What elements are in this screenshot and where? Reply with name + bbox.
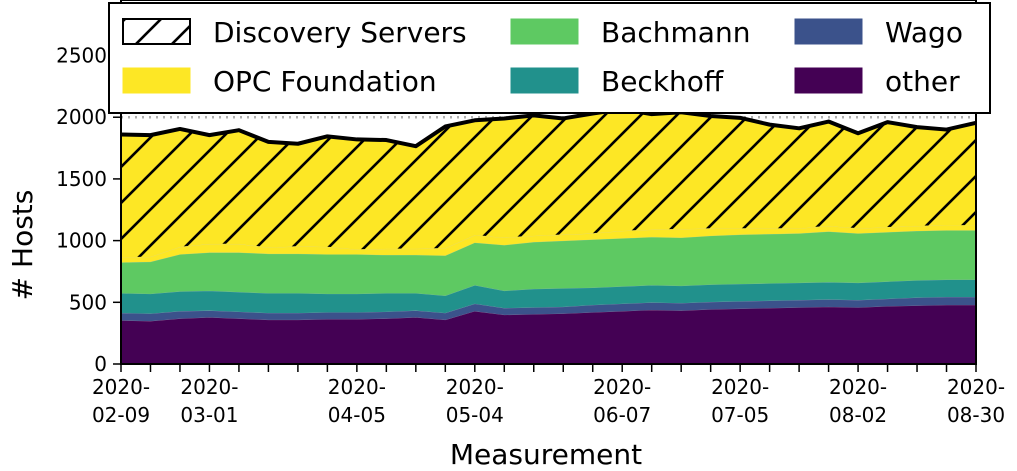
legend-label-beckhoff: Beckhoff [601, 65, 724, 98]
x-tick-label: 02-09 [92, 403, 150, 427]
legend-label-wago: Wago [885, 16, 963, 49]
x-tick-label: 2020- [711, 375, 769, 399]
legend-swatch-opc-foundation [122, 67, 191, 94]
legend-swatch-hatch [123, 19, 190, 44]
x-axis-title: Measurement [450, 438, 642, 471]
y-tick-label: 1500 [56, 167, 107, 191]
x-tick-label: 2020- [328, 375, 386, 399]
legend-swatch-other [794, 67, 863, 94]
area-hatch-discovery-servers [121, 109, 976, 258]
x-tick-label: 2020- [446, 375, 504, 399]
x-tick-label: 2020- [92, 375, 150, 399]
x-tick-label: 05-04 [446, 403, 504, 427]
legend-swatch-wago [794, 18, 863, 45]
total-hosts-line [120, 107, 977, 149]
legend-label-discovery-servers: Discovery Servers [213, 16, 467, 49]
plot-frame [120, 0, 977, 365]
x-tick-label: 08-30 [947, 403, 1005, 427]
x-tick-label: 2020- [593, 375, 651, 399]
legend-swatch-bachmann [510, 18, 579, 45]
legend-swatch-beckhoff [510, 67, 579, 94]
y-tick-label: 500 [69, 290, 107, 314]
legend-label-other: other [885, 65, 960, 98]
x-axis: 2020- 02-09 2020- 03-01 2020- 04-05 2020- 05-04… [92, 364, 1005, 427]
y-axis-title: # Hosts [6, 190, 39, 301]
y-tick-label: 2500 [56, 44, 107, 68]
x-tick-label: 04-05 [328, 403, 386, 427]
x-tick-label: 08-02 [829, 403, 887, 427]
x-tick-label: 03-01 [180, 403, 238, 427]
area-layers [120, 108, 977, 364]
x-tick-label: 07-05 [711, 403, 769, 427]
y-tick-label: 1000 [56, 229, 107, 253]
legend-label-opc-foundation: OPC Foundation [213, 65, 437, 98]
y-tick-label: 0 [94, 352, 107, 376]
y-tick-label: 2000 [56, 105, 107, 129]
legend: Discovery Servers Bachmann Wago OPC Foundat… [108, 2, 991, 114]
x-tick-label: 2020- [829, 375, 887, 399]
x-tick-label: 06-07 [593, 403, 651, 427]
legend-label-bachmann: Bachmann [601, 16, 750, 49]
total-line [120, 107, 977, 149]
y-axis: 0 500 1000 1500 2000 2500 [56, 44, 121, 376]
x-tick-label: 2020- [180, 375, 238, 399]
x-tick-label: 2020- [947, 375, 1005, 399]
